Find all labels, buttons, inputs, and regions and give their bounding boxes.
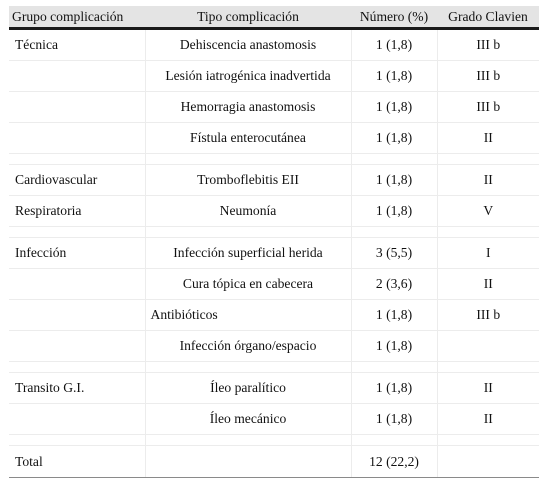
table-row: Transito G.I. Íleo paralítico 1 (1,8) II [9,372,539,404]
cell-grupo [9,60,145,92]
table-row: Fístula enterocutánea 1 (1,8) II [9,122,539,154]
cell-grupo: Transito G.I. [9,372,145,404]
table-row: Infección órgano/espacio 1 (1,8) [9,330,539,362]
header-grupo-complicacion: Grupo complicación [9,6,145,30]
cell-grupo [9,403,145,435]
cell-clavien [436,445,539,478]
cell-grupo [9,122,145,154]
spacer-row [9,226,539,238]
cell-numero: 1 (1,8) [350,164,437,196]
cell-grupo [9,268,145,300]
table-row: Cura tópica en cabecera 2 (3,6) II [9,268,539,300]
cell-tipo: Hemorragia anastomosis [144,91,351,123]
cell-grupo: Cardiovascular [9,164,145,196]
cell-numero: 3 (5,5) [350,237,437,269]
cell-tipo: Íleo paralítico [144,372,351,404]
cell-numero: 1 (1,8) [350,28,437,61]
cell-clavien: II [436,122,539,154]
cell-tipo: Tromboflebitis EII [144,164,351,196]
cell-tipo: Infección órgano/espacio [144,330,351,362]
spacer-row [9,153,539,165]
table-row: Respiratoria Neumonía 1 (1,8) V [9,195,539,227]
spacer-cell [9,361,145,373]
header-numero: Número (%) [351,6,437,30]
spacer-cell [436,361,539,373]
cell-grupo: Técnica [9,28,145,61]
table-row: Lesión iatrogénica inadvertida 1 (1,8) III… [9,60,539,92]
spacer-cell [144,434,351,446]
cell-grupo: Infección [9,237,145,269]
cell-tipo [144,445,351,478]
cell-numero: 12 (22,2) [350,445,437,478]
cell-numero: 1 (1,8) [350,299,437,331]
cell-tipo: Íleo mecánico [144,403,351,435]
cell-grupo [9,91,145,123]
cell-tipo: Neumonía [144,195,351,227]
spacer-cell [350,434,437,446]
spacer-cell [144,226,351,238]
spacer-cell [436,153,539,165]
spacer-row [9,434,539,446]
cell-grupo [9,330,145,362]
table-row: Cardiovascular Tromboflebitis EII 1 (1,8) I… [9,164,539,196]
cell-numero: 1 (1,8) [350,60,437,92]
cell-clavien: III b [436,28,539,61]
table-row: Infección Infección superficial herida 3 (… [9,237,539,269]
spacer-cell [350,153,437,165]
cell-grupo: Total [9,445,145,478]
spacer-cell [9,153,145,165]
spacer-cell [144,361,351,373]
table-header: Grupo complicación Tipo complicación Núm… [9,6,539,30]
cell-tipo: Cura tópica en cabecera [144,268,351,300]
table-row: Antibióticos 1 (1,8) III b [9,299,539,331]
total-row: Total 12 (22,2) [9,445,539,478]
cell-grupo: Respiratoria [9,195,145,227]
spacer-cell [436,226,539,238]
cell-tipo: Dehiscencia anastomosis [144,28,351,61]
table-row: Hemorragia anastomosis 1 (1,8) III b [9,91,539,123]
cell-clavien: III b [436,91,539,123]
cell-numero: 1 (1,8) [350,403,437,435]
complications-table: Grupo complicación Tipo complicación Núm… [9,6,539,478]
spacer-cell [350,361,437,373]
cell-clavien: II [436,372,539,404]
cell-clavien: V [436,195,539,227]
table-body: Técnica Dehiscencia anastomosis 1 (1,8) III… [9,28,539,478]
cell-numero: 1 (1,8) [350,122,437,154]
cell-clavien: II [436,403,539,435]
spacer-cell [350,226,437,238]
cell-tipo: Fístula enterocutánea [144,122,351,154]
cell-numero: 1 (1,8) [350,91,437,123]
spacer-cell [9,226,145,238]
spacer-cell [436,434,539,446]
header-grado-clavien: Grado Clavien [437,6,539,30]
cell-numero: 1 (1,8) [350,372,437,404]
cell-clavien: II [436,268,539,300]
cell-clavien: I [436,237,539,269]
cell-clavien: III b [436,60,539,92]
cell-tipo: Antibióticos [144,299,351,331]
table-row: Técnica Dehiscencia anastomosis 1 (1,8) III… [9,28,539,61]
table-row: Íleo mecánico 1 (1,8) II [9,403,539,435]
header-row: Grupo complicación Tipo complicación Núm… [9,6,539,30]
cell-numero: 1 (1,8) [350,195,437,227]
cell-numero: 2 (3,6) [350,268,437,300]
cell-clavien [436,330,539,362]
cell-grupo [9,299,145,331]
spacer-cell [144,153,351,165]
cell-numero: 1 (1,8) [350,330,437,362]
cell-tipo: Lesión iatrogénica inadvertida [144,60,351,92]
spacer-cell [9,434,145,446]
cell-clavien: II [436,164,539,196]
cell-clavien: III b [436,299,539,331]
header-tipo-complicacion: Tipo complicación [145,6,351,30]
spacer-row [9,361,539,373]
cell-tipo: Infección superficial herida [144,237,351,269]
